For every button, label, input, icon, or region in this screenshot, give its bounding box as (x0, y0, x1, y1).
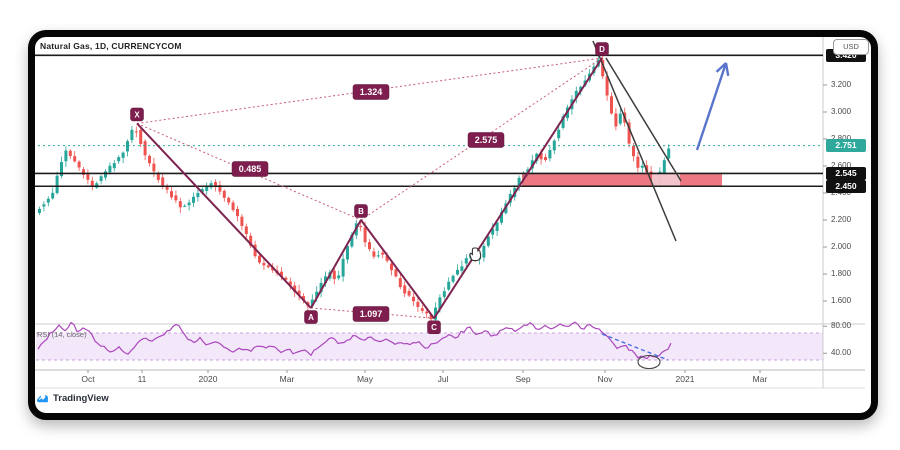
time-tick-Mar: Mar (279, 374, 295, 384)
time-tick-Mar: Mar (752, 374, 768, 384)
time-tick-Nov: Nov (597, 374, 613, 384)
price-tick-3.000: 3.000 (831, 107, 852, 116)
currency-usd-button[interactable]: USD (833, 39, 869, 55)
time-tick-11: 11 (137, 374, 147, 384)
rsi-tick-40.00: 40.00 (831, 348, 852, 358)
tradingview-logo[interactable]: TradingView (36, 392, 109, 405)
price-label-2.545: 2.545 (826, 166, 866, 180)
tradingview-logo-text: TradingView (53, 393, 109, 404)
time-tick-May: May (356, 374, 374, 384)
rsi-indicator-label: RSI (14, close) (37, 330, 87, 339)
price-tick-2.600: 2.600 (831, 161, 852, 170)
price-label-2.450: 2.450 (826, 179, 866, 193)
price-tick-2.800: 2.800 (831, 134, 851, 143)
price-tick-2.000: 2.000 (831, 242, 852, 251)
price-label-2.751: 2.751 (826, 139, 866, 153)
price-tick-2.200: 2.200 (831, 215, 852, 224)
price-tick-3.200: 3.200 (831, 80, 852, 89)
time-tick-Sep: Sep (515, 374, 531, 384)
price-tick-1.800: 1.800 (831, 269, 852, 278)
price-tick-1.600: 1.600 (831, 296, 852, 305)
time-tick-2020: 2020 (198, 374, 218, 384)
time-tick-Jul: Jul (437, 374, 449, 384)
time-tick-2021: 2021 (675, 374, 695, 384)
rsi-tick-80.00: 80.00 (831, 321, 852, 331)
time-tick-Oct: Oct (81, 374, 95, 384)
device-frame (28, 30, 878, 420)
tradingview-logo-icon (37, 394, 48, 403)
symbol-title[interactable]: Natural Gas, 1D, CURRENCYCOM (40, 41, 182, 51)
